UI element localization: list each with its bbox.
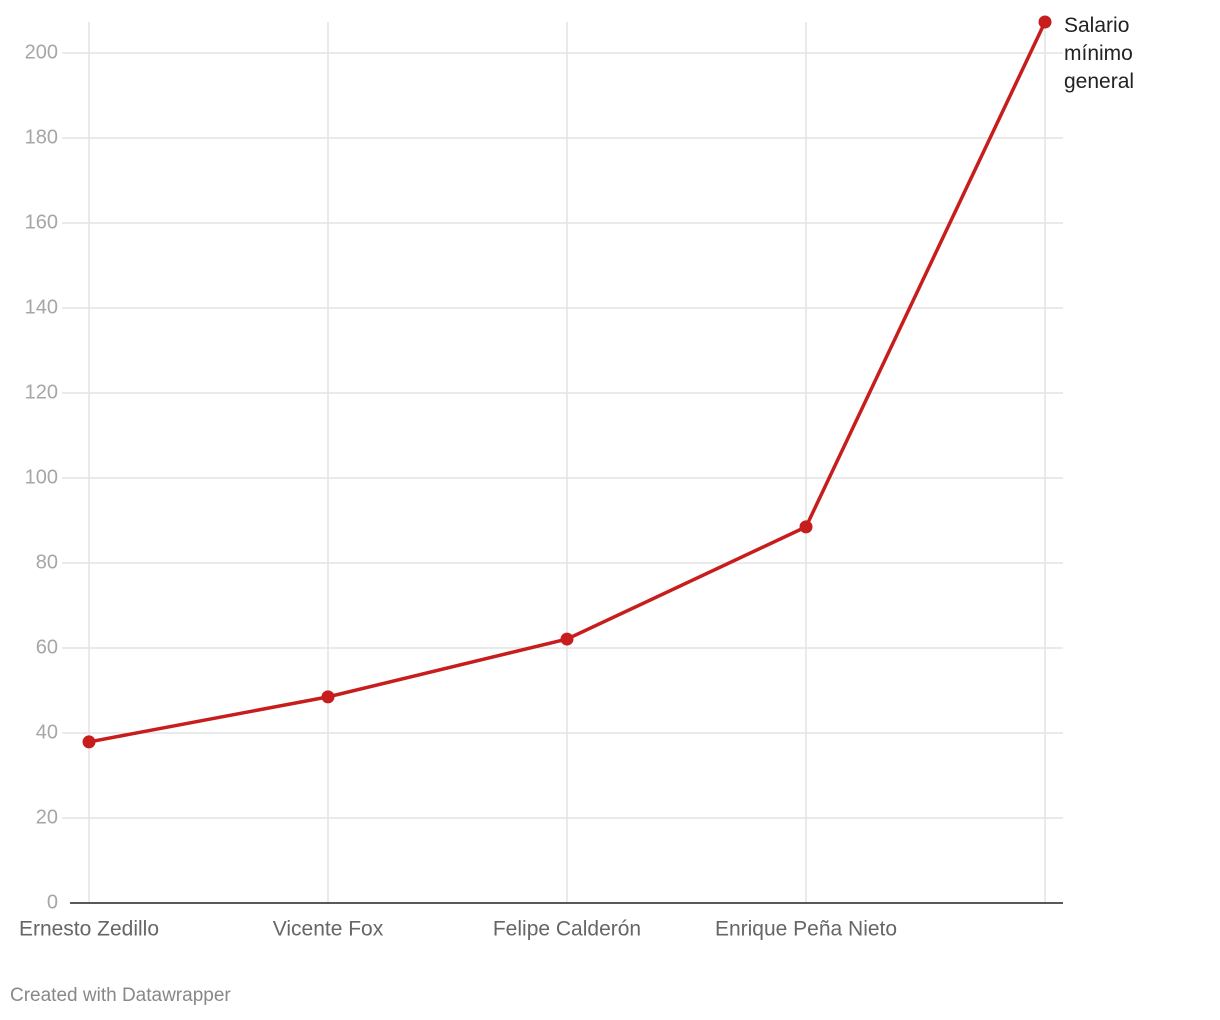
- y-tick-label: 200: [25, 41, 58, 63]
- data-point: [82, 735, 96, 749]
- x-tick-label: Enrique Peña Nieto: [715, 918, 897, 941]
- y-tick-label: 80: [36, 551, 58, 573]
- credit: Created with Datawrapper: [10, 985, 231, 1006]
- data-point: [1038, 15, 1052, 29]
- y-tick-label: 140: [25, 296, 58, 318]
- y-tick-label: 100: [25, 466, 58, 488]
- data-point: [799, 520, 813, 534]
- data-point: [321, 690, 335, 704]
- y-tick-label: 120: [25, 381, 58, 403]
- y-tick-label: 180: [25, 126, 58, 148]
- series-label: Salario mínimo general: [1064, 14, 1135, 93]
- y-tick-label: 60: [36, 636, 58, 658]
- y-tick-label: 40: [36, 721, 58, 743]
- data-point: [560, 632, 574, 646]
- y-tick-label: 20: [36, 806, 58, 828]
- x-tick-label: Felipe Calderón: [493, 918, 641, 941]
- y-tick-label: 0: [47, 891, 58, 913]
- y-tick-label: 160: [25, 211, 58, 233]
- x-tick-label: Ernesto Zedillo: [19, 918, 159, 941]
- x-tick-label: Vicente Fox: [273, 918, 384, 941]
